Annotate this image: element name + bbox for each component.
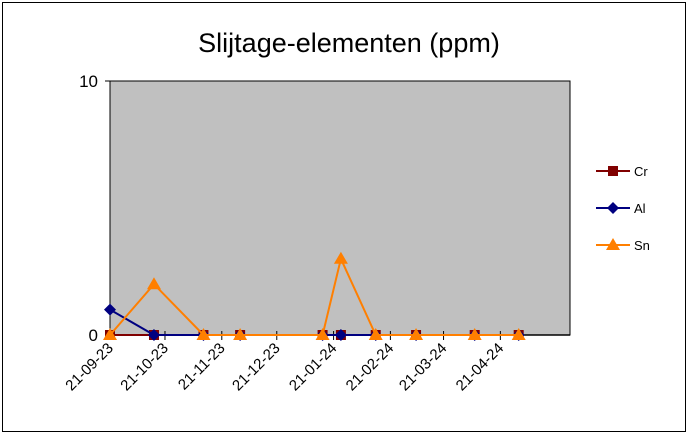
data-point-sn <box>196 328 211 340</box>
x-tick-label: 21-01-24 <box>286 340 340 394</box>
legend-label-sn: Sn <box>634 238 650 253</box>
data-point-sn <box>333 251 348 264</box>
chart-title: Slijtage-elementen (ppm) <box>198 28 500 58</box>
legend-marker-cr <box>608 166 618 176</box>
data-point-sn <box>511 328 526 340</box>
data-point-sn <box>103 328 117 340</box>
legend: Cr Al Sn <box>596 164 650 253</box>
legend-item-sn: Sn <box>596 238 650 253</box>
data-point-sn <box>146 277 161 290</box>
x-tick-label: 21-04-24 <box>453 340 507 394</box>
data-point-al <box>104 303 116 316</box>
legend-label-al: Al <box>634 201 646 216</box>
series-sn <box>103 251 526 340</box>
data-point-sn <box>315 328 330 340</box>
data-point-al <box>147 329 160 341</box>
x-tick-label: 21-03-24 <box>396 340 450 394</box>
legend-item-cr: Cr <box>596 164 648 179</box>
x-tick-label: 21-12-23 <box>229 340 283 394</box>
legend-item-al: Al <box>596 201 646 216</box>
legend-marker-sn <box>606 238 620 250</box>
data-point-al <box>334 329 347 341</box>
plot-area <box>109 80 571 336</box>
x-tick-label: 21-02-24 <box>343 340 397 394</box>
series-layer <box>103 251 526 341</box>
legend-label-cr: Cr <box>634 164 648 179</box>
y-tick-label: 0 <box>89 326 98 345</box>
x-tick-label: 21-09-23 <box>62 340 116 394</box>
x-tick-label: 21-11-23 <box>175 340 229 394</box>
data-point-sn <box>409 328 424 340</box>
x-tick-label: 21-10-23 <box>117 340 171 394</box>
data-point-sn <box>467 328 482 340</box>
data-point-sn <box>368 328 383 340</box>
legend-marker-al <box>607 202 619 214</box>
data-point-sn <box>233 328 248 340</box>
y-tick-label: 10 <box>79 72 98 91</box>
series-line-sn <box>109 255 519 336</box>
